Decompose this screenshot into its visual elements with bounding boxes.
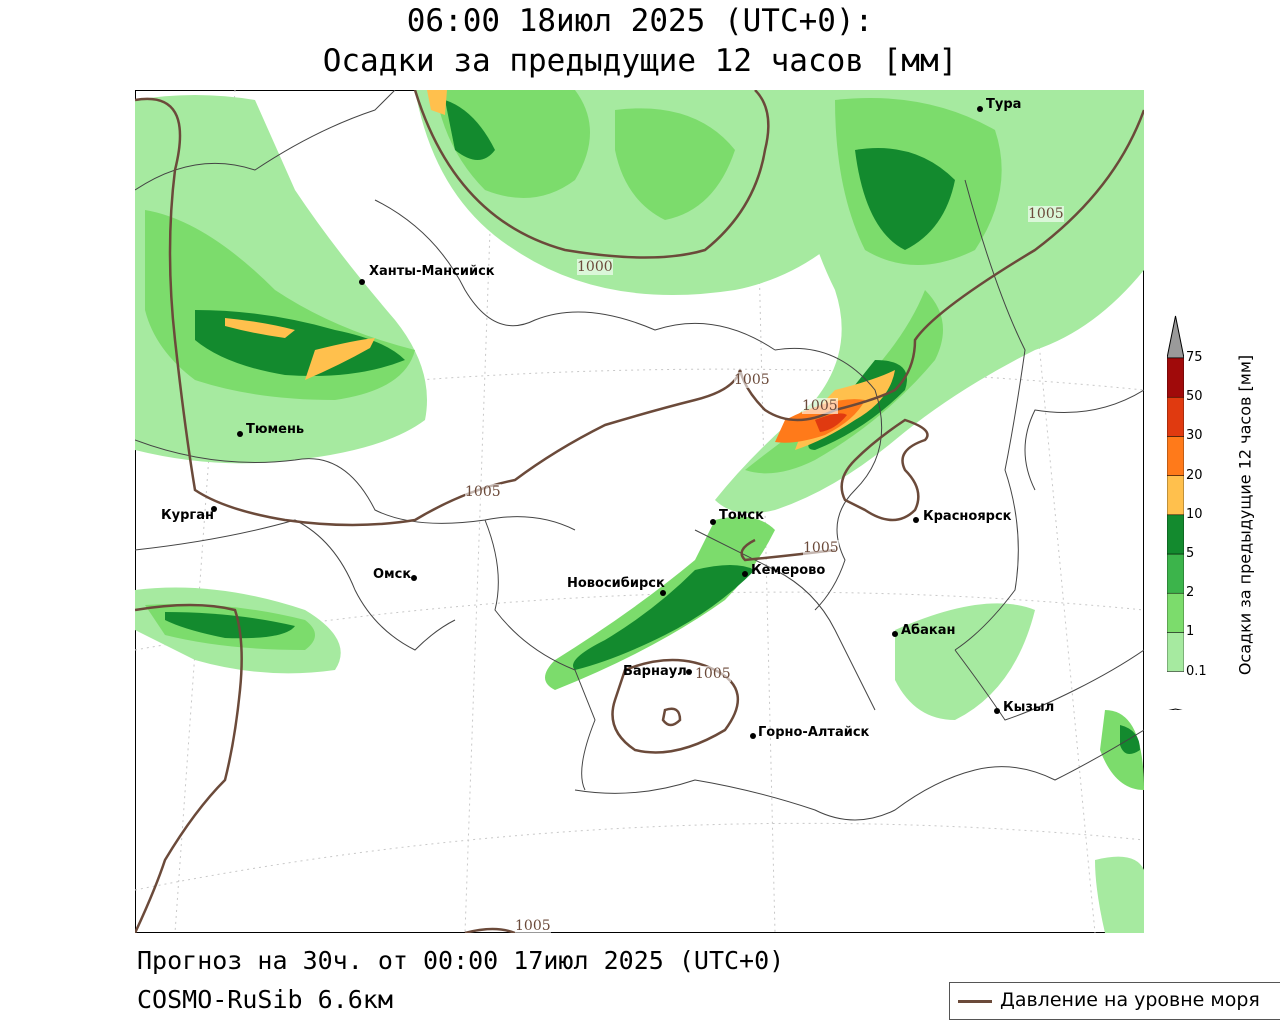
map-title: 06:00 18июл 2025 (UTC+0): xyxy=(406,3,874,39)
city-label-tomsk: Томск xyxy=(719,508,764,523)
model-name: COSMO-RuSib 6.6км xyxy=(137,985,393,1014)
colorbar-tick-label: 5 xyxy=(1186,546,1195,561)
colorbar-title: Осадки за предыдущие 12 часов [мм] xyxy=(1235,354,1255,676)
isobar-label-1005: 1005 xyxy=(1028,206,1064,222)
colorbar-tick-label: 30 xyxy=(1186,428,1203,444)
city-label-kurgan: Курган xyxy=(161,508,214,523)
city-marker xyxy=(686,669,692,675)
city-marker xyxy=(913,517,919,523)
isobar-label-1005: 1005 xyxy=(802,398,838,414)
isobar-label-1005: 1005 xyxy=(465,484,501,500)
city-label-barnaul: Барнаул xyxy=(623,664,687,679)
colorbar-tick-label: 1 xyxy=(1186,624,1195,640)
colorbar-tick-label: 20 xyxy=(1186,467,1203,483)
city-marker xyxy=(994,708,1000,714)
colorbar-tick-label: 0.1 xyxy=(1186,663,1207,679)
city-label-khanty-mansiysk: Ханты-Мансийск xyxy=(369,264,495,279)
colorbar-bin-0.1 xyxy=(1167,632,1184,672)
city-marker xyxy=(742,571,748,577)
city-label-novosibirsk: Новосибирск xyxy=(567,576,665,591)
city-label-abakan: Абакан xyxy=(901,623,956,638)
city-label-krasnoyarsk: Красноярск xyxy=(923,509,1012,524)
city-marker xyxy=(237,431,243,437)
city-marker xyxy=(660,590,666,596)
map-subtitle: Осадки за предыдущие 12 часов [мм] xyxy=(322,43,958,79)
city-marker xyxy=(211,506,217,512)
colorbar-bin-20 xyxy=(1167,436,1184,476)
map-legend: Давление на уровне моря xyxy=(949,982,1280,1020)
city-marker xyxy=(710,519,716,525)
city-label-tura: Тура xyxy=(986,97,1022,112)
city-marker xyxy=(977,106,983,112)
isobar-label-1005: 1005 xyxy=(734,372,770,388)
precipitation-map xyxy=(135,90,1144,933)
colorbar-tick-label: 75 xyxy=(1186,350,1203,365)
admin-borders xyxy=(135,90,1144,821)
city-marker xyxy=(750,733,756,739)
precipitation-colorbar xyxy=(1167,315,1184,710)
city-label-omsk: Омск xyxy=(373,567,412,582)
colorbar-bottom-triangle xyxy=(1168,708,1183,710)
city-marker xyxy=(892,631,898,637)
city-label-gorno-altaysk: Горно-Алтайск xyxy=(758,725,870,740)
colorbar-tick-label: 10 xyxy=(1186,506,1203,522)
city-label-kyzyl: Кызыл xyxy=(1003,700,1055,715)
pressure-line-swatch xyxy=(958,1000,992,1003)
isobar-label-1005: 1005 xyxy=(695,666,731,682)
isobar-label-1005: 1005 xyxy=(515,918,551,934)
colorbar-title-wrap: Осадки за предыдущие 12 часов [мм] xyxy=(1230,325,1260,705)
isobar-label-1005: 1005 xyxy=(803,540,839,556)
colorbar-tick-label: 2 xyxy=(1186,585,1195,601)
forecast-info: Прогноз на 30ч. от 00:00 17июл 2025 (UTC… xyxy=(137,946,785,975)
precipitation-fields xyxy=(135,90,1144,933)
colorbar-bin-50 xyxy=(1167,357,1184,398)
city-label-kemerovo: Кемерово xyxy=(751,563,826,578)
colorbar-top-triangle xyxy=(1167,315,1184,359)
isobar-label-1000: 1000 xyxy=(577,259,613,275)
legend-label: Давление на уровне моря xyxy=(1000,989,1260,1011)
city-marker xyxy=(411,575,417,581)
isobars xyxy=(135,90,1144,933)
colorbar-bin-2 xyxy=(1167,553,1184,594)
colorbar-bin-30 xyxy=(1167,396,1184,437)
colorbar-bin-1 xyxy=(1167,592,1184,633)
colorbar-bin-5 xyxy=(1167,514,1184,555)
city-label-tyumen: Тюмень xyxy=(246,422,305,437)
city-marker xyxy=(359,279,365,285)
colorbar-bin-10 xyxy=(1167,475,1184,516)
colorbar-tick-label: 50 xyxy=(1186,389,1203,405)
